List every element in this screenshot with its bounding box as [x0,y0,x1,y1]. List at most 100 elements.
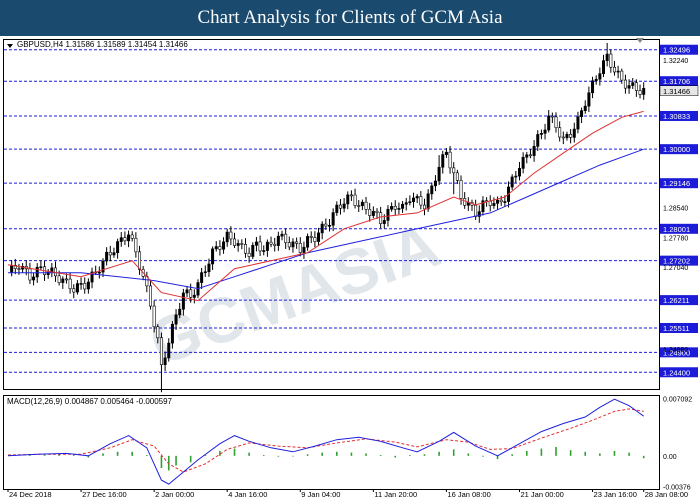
macd-histogram-bar [292,455,294,457]
candle-body [477,211,481,217]
macd-y-tick-label: 0.007092 [663,396,692,403]
candle-body [481,200,485,212]
macd-histogram-bar [248,452,250,456]
candle-body [576,116,580,130]
macd-histogram-bar [160,455,163,468]
candle-body [174,314,178,325]
macd-histogram-bar [438,451,440,456]
candle-body [338,204,342,209]
candle-body [313,237,317,242]
candle-body [360,201,364,207]
candle-body [247,252,251,257]
candle-body [510,176,514,188]
candle-body [13,264,17,269]
candle-body [543,129,547,134]
chart-shift-icon[interactable] [636,38,644,43]
collapse-arrow-icon[interactable] [7,44,13,48]
macd-signal-line [7,408,644,473]
candle-body [452,167,456,174]
candle-body [572,128,576,138]
candle-body [397,208,401,210]
candle-body [587,92,591,107]
candle-body [539,132,543,135]
candle-body [408,201,412,204]
candle-body [178,308,182,316]
candle-body [46,271,50,275]
level-label: 1.32496 [663,46,690,55]
candle-body [10,264,14,273]
candle-body [203,271,207,274]
candle-body [64,278,68,281]
candle-body [211,248,215,265]
candle-body [222,241,226,250]
candle-body [17,268,21,270]
banner-title: Chart Analysis for Clients of GCM Asia [197,7,503,28]
candle-body [426,193,430,210]
price-chart: GCMASIA 1.32496 1.31706 1.30833 1.30000 1.29… [3,38,699,499]
candle-body [127,234,131,242]
candle-body [298,243,302,253]
candle-body [39,266,43,269]
candle-body [459,180,463,199]
macd-y-tick-label: -0.00376 [663,484,691,491]
macd-histogram-bar [540,448,543,456]
y-tick-label: 1.27780 [663,236,688,243]
candle-body [550,115,554,118]
main-chart-title: GBPUSD,H4 1.31586 1.31589 1.31454 1.3146… [17,40,188,49]
candle-body [437,166,441,182]
level-label: 1.24900 [663,348,690,357]
candle-body [393,206,397,210]
candle-body [514,175,518,178]
candle-body [631,82,635,86]
candle-body [225,231,229,243]
candle-body [474,204,478,217]
candle-body [591,80,595,94]
candle-body [602,60,606,74]
candle-body [265,241,269,251]
candle-body [163,357,167,365]
candle-body [192,294,196,298]
candle-body [455,172,459,181]
candle-body [623,79,627,89]
candle-body [536,134,540,147]
candle-body [327,225,331,227]
candle-body [138,251,142,270]
macd-histogram-bar [350,452,353,456]
moving-average-blue [8,148,644,290]
macd-histogram-bar [642,455,645,459]
candle-body [207,263,211,273]
candle-body [609,53,613,68]
candle-body [236,243,240,246]
macd-histogram-bar [452,449,455,456]
candle-body [492,203,496,206]
candle-body [412,197,416,203]
candle-body [32,276,36,281]
candle-body [565,134,569,139]
level-label-box [660,76,698,87]
level-label-box [660,367,698,378]
candle-body [605,53,609,61]
candle-body [583,105,587,111]
candle-body [547,115,551,131]
macd-histogram-bar [321,452,323,456]
candle-body [554,116,558,128]
candle-body [324,223,328,227]
macd-histogram-bar [102,453,104,456]
x-axis-label: 23 Jan 16:00 [594,490,637,499]
x-axis-label: 24 Dec 2018 [9,490,52,499]
x-axis-label: 27 Dec 16:00 [82,490,127,499]
candle-body [463,198,467,206]
candle-body [269,241,273,245]
candle-body [130,234,134,239]
chart-banner: Chart Analysis for Clients of GCM Asia [0,0,700,36]
x-axis-label: 21 Jan 00:00 [520,490,563,499]
level-label: 1.27202 [663,257,690,266]
candle-body [349,194,353,197]
macd-histogram-bar [555,446,557,456]
macd-histogram-bar [146,455,148,456]
macd-histogram-bar [599,453,601,456]
x-axis-label: 16 Jan 08:00 [447,490,490,499]
candle-body [499,199,503,203]
macd-histogram-bar [569,450,572,456]
candle-body [291,241,295,248]
